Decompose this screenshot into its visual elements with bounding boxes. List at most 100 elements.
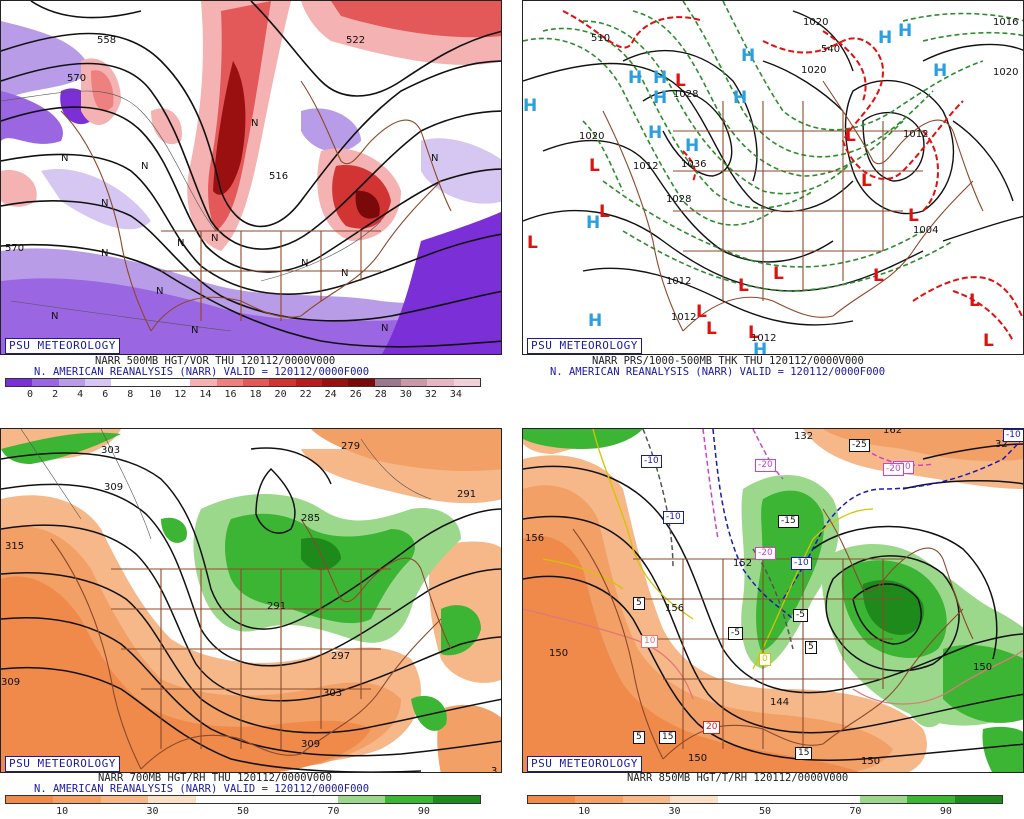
colorbar-swatch (58, 379, 85, 386)
svg-text:L: L (589, 156, 600, 176)
colorbar-swatch (812, 796, 860, 803)
temperature-label: 5 (633, 597, 645, 610)
panel-valid-time: N. AMERICAN REANALYSIS (NARR) VALID = 12… (34, 366, 370, 378)
temperature-label: -20 (755, 547, 776, 560)
panel-title: NARR 700MB HGT/RH THU 120112/0000V000 (98, 772, 332, 784)
rh-colorbar-ticks: 10 30 50 70 90 (527, 806, 1003, 818)
svg-text:150: 150 (861, 756, 880, 767)
svg-text:H: H (653, 88, 667, 108)
colorbar-swatch (337, 796, 386, 803)
svg-text:570: 570 (67, 73, 86, 84)
svg-text:N: N (156, 286, 163, 297)
colorbar-tick-label: 6 (102, 389, 109, 400)
temperature-label: 20 (703, 721, 721, 734)
colorbar-swatch (622, 796, 671, 803)
svg-text:1012: 1012 (751, 333, 776, 344)
colorbar-swatch (321, 379, 349, 386)
colorbar-swatch (907, 796, 955, 803)
panel-title: NARR 850MB HGT/T/RH 120112/0000V000 (627, 772, 849, 784)
svg-text:H: H (653, 68, 667, 88)
rh-700mb-map: 303 309 315 309 279 291 285 291 297 303 … (0, 428, 502, 773)
colorbar-tick-label: 28 (374, 389, 387, 400)
svg-text:152: 152 (733, 558, 752, 569)
temperature-label: 10 (641, 635, 659, 648)
svg-text:L: L (873, 266, 884, 286)
colorbar-swatch (242, 379, 270, 386)
temperature-label: -10 (663, 511, 684, 524)
svg-text:150: 150 (973, 662, 992, 673)
colorbar-tick-label: 50 (236, 806, 250, 817)
svg-text:1012: 1012 (633, 161, 658, 172)
vorticity-n-markers: N N N N N N N N N N N N N N (51, 118, 438, 336)
colorbar-swatch (765, 796, 813, 803)
colorbar-tick-label: 50 (758, 806, 772, 817)
svg-text:309: 309 (104, 482, 123, 493)
svg-text:N: N (341, 268, 348, 279)
svg-text:132: 132 (794, 431, 813, 442)
svg-text:H: H (588, 311, 602, 331)
svg-text:1020: 1020 (579, 131, 604, 142)
colorbar-tick-label: 32 (424, 389, 437, 400)
svg-text:L: L (861, 171, 872, 191)
svg-text:162: 162 (883, 429, 902, 436)
svg-text:1028: 1028 (673, 89, 698, 100)
pressure-thickness-map: H H H H H H H H H H H H H H L L (522, 0, 1024, 355)
panel-title: NARR PRS/1000-500MB THK THU 120112/0000V… (592, 355, 864, 367)
colorbar-tick-label: 2 (52, 389, 59, 400)
colorbar-tick-label: 10 (56, 806, 69, 817)
svg-text:L: L (738, 276, 749, 296)
colorbar-swatch (111, 379, 138, 386)
svg-text:303: 303 (323, 688, 342, 699)
colorbar-tick-label: 90 (939, 806, 952, 817)
svg-text:1028: 1028 (666, 194, 691, 205)
svg-text:N: N (211, 233, 218, 244)
svg-text:1020: 1020 (803, 17, 828, 28)
colorbar-tick-label: 30 (399, 389, 412, 400)
colorbar-tick-label: 26 (349, 389, 362, 400)
temperature-label: -20 (883, 463, 904, 476)
svg-text:285: 285 (301, 513, 320, 524)
svg-text:N: N (191, 325, 198, 336)
colorbar-swatch (348, 379, 375, 386)
svg-text:N: N (101, 198, 108, 209)
colorbar-swatch (216, 379, 243, 386)
colorbar-swatch (84, 379, 112, 386)
svg-text:L: L (706, 319, 717, 339)
svg-text:N: N (177, 238, 184, 249)
colorbar-swatch (243, 796, 291, 803)
svg-text:156: 156 (665, 603, 684, 614)
colorbar-swatch (6, 796, 54, 803)
svg-text:L: L (696, 302, 707, 322)
svg-text:N: N (51, 311, 58, 322)
svg-text:297: 297 (331, 651, 350, 662)
temperature-label: -10 (641, 455, 662, 468)
svg-text:144: 144 (770, 697, 789, 708)
colorbar-tick-label: 4 (77, 389, 84, 400)
colorbar-swatch (453, 379, 480, 386)
temperature-label: -5 (793, 609, 808, 622)
panel-pressure-thickness: H H H H H H H H H H H H H H L L (522, 0, 1024, 410)
colorbar-swatch (432, 796, 481, 803)
colorbar-tick-label: 30 (146, 806, 159, 817)
svg-text:H: H (628, 68, 642, 88)
svg-text:303: 303 (101, 445, 120, 456)
colorbar-swatch (195, 796, 244, 803)
svg-text:N: N (251, 118, 258, 129)
colorbar-tick-label: 34 (449, 389, 462, 400)
colorbar-tick-label: 14 (199, 389, 212, 400)
colorbar-tick-label: 24 (324, 389, 337, 400)
svg-text:L: L (773, 264, 784, 284)
psu-meteorology-label: PSU METEOROLOGY (5, 756, 120, 772)
colorbar-swatch (295, 379, 322, 386)
colorbar-swatch (717, 796, 766, 803)
svg-text:N: N (301, 258, 308, 269)
svg-text:N: N (101, 248, 108, 259)
svg-text:510: 510 (591, 33, 610, 44)
svg-text:540: 540 (821, 44, 840, 55)
svg-text:H: H (878, 28, 892, 48)
colorbar-swatch (400, 379, 428, 386)
svg-text:309: 309 (1, 677, 20, 688)
colorbar-swatch (859, 796, 908, 803)
colorbar-tick-label: 22 (299, 389, 312, 400)
colorbar-tick-label: 10 (578, 806, 591, 817)
